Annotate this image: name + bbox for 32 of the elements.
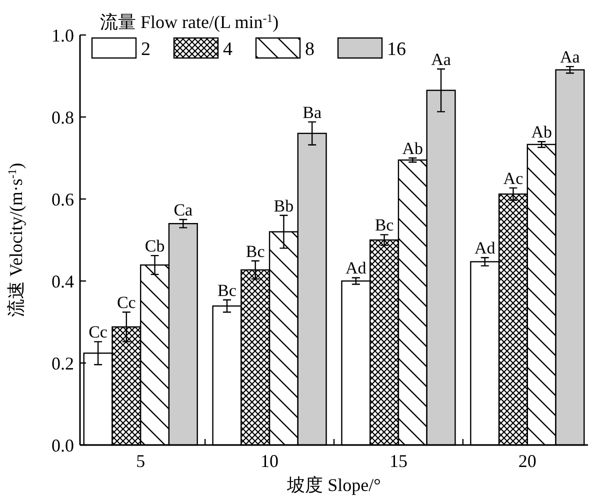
data-label: Cc bbox=[116, 293, 136, 312]
data-label: Bc bbox=[374, 216, 394, 235]
x-tick-label: 5 bbox=[136, 451, 146, 471]
legend-label: 2 bbox=[141, 39, 150, 60]
y-tick-label: 0.0 bbox=[52, 435, 74, 456]
data-label: Ab bbox=[531, 122, 552, 142]
y-tick-label: 0.2 bbox=[52, 353, 74, 374]
data-label: Ad bbox=[474, 238, 496, 258]
legend-label: 8 bbox=[305, 39, 314, 60]
legend-label: 16 bbox=[387, 39, 406, 60]
data-label: Aa bbox=[560, 48, 580, 67]
data-label: Bc bbox=[246, 242, 266, 261]
data-label: Cb bbox=[144, 236, 165, 256]
data-label: Cc bbox=[88, 322, 108, 342]
x-tick-label: 10 bbox=[260, 451, 279, 471]
legend-label: 4 bbox=[223, 39, 233, 60]
data-label: Ac bbox=[503, 168, 524, 188]
y-tick-label: 0.4 bbox=[52, 271, 74, 292]
y-tick-label: 0.6 bbox=[52, 189, 74, 210]
data-label: Ca bbox=[174, 200, 194, 220]
y-tick-label: 0.8 bbox=[52, 107, 74, 128]
data-label: Aa bbox=[431, 50, 452, 70]
x-axis-title: 坡度 Slope/° bbox=[286, 475, 381, 495]
data-label: Ba bbox=[302, 102, 322, 122]
x-tick-label: 15 bbox=[389, 451, 408, 471]
data-label: Ad bbox=[346, 258, 367, 278]
legend-title: 流量 Flow rate/(L min$^{-1}$) bbox=[100, 12, 279, 32]
data-label: Bb bbox=[274, 196, 294, 216]
x-tick-label: 20 bbox=[518, 451, 536, 471]
y-tick-label: 1.0 bbox=[52, 25, 74, 46]
data-label: Bc bbox=[218, 280, 237, 300]
data-label: Ab bbox=[402, 139, 424, 158]
